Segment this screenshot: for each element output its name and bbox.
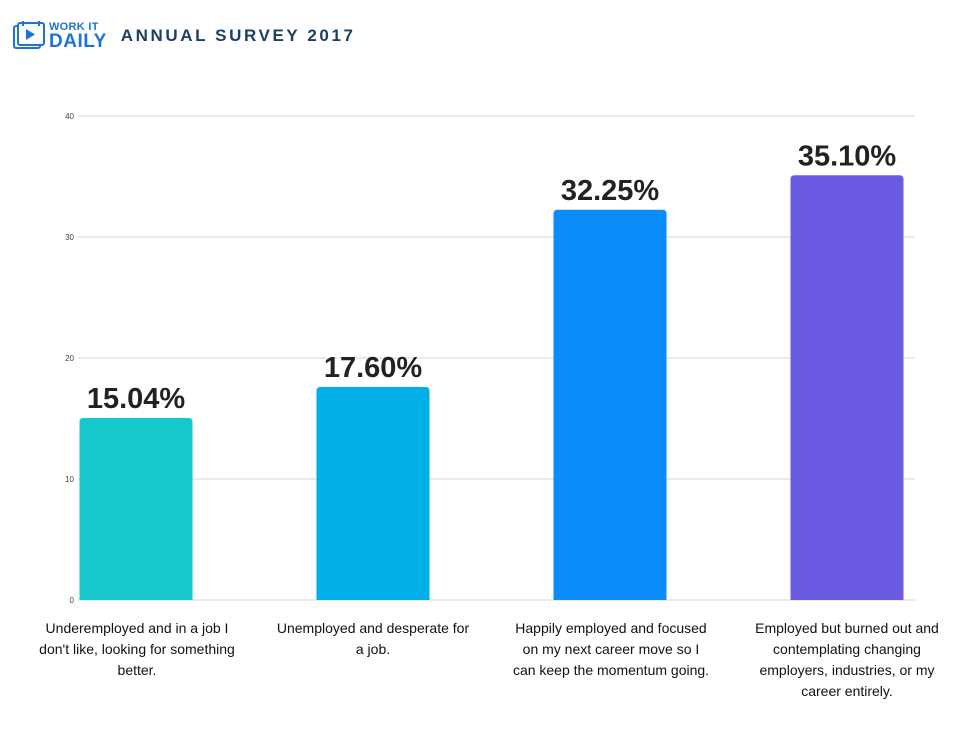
data-label: 35.10% xyxy=(798,140,897,172)
bar xyxy=(316,387,430,600)
data-label: 17.60% xyxy=(324,352,423,384)
y-tick-label: 30 xyxy=(65,233,74,242)
category-label: Underemployed and in a job I don't like,… xyxy=(39,620,235,678)
y-tick-label: 0 xyxy=(70,596,75,605)
logo-line1: WORK IT xyxy=(49,20,99,33)
y-tick-label: 10 xyxy=(65,475,74,484)
data-label: 15.04% xyxy=(87,383,186,415)
data-label: 32.25% xyxy=(561,175,660,207)
bar xyxy=(79,418,193,600)
category-label: Happily employed and focused on my next … xyxy=(512,620,710,678)
page-title: ANNUAL SURVEY 2017 xyxy=(120,26,356,45)
y-tick-label: 20 xyxy=(65,354,74,363)
work-it-daily-logo: WORK IT DAILY xyxy=(12,20,107,52)
bar xyxy=(790,175,904,601)
header: WORK IT DAILY ANNUAL SURVEY 2017 xyxy=(12,16,356,56)
logo-line2: DAILY xyxy=(49,30,107,52)
bar xyxy=(553,209,667,600)
calendar-play-icon xyxy=(13,21,45,49)
category-label: Unemployed and desperate for a job. xyxy=(276,620,470,657)
y-tick-label: 40 xyxy=(65,112,74,121)
category-label: Employed but burned out and contemplatin… xyxy=(755,620,939,699)
